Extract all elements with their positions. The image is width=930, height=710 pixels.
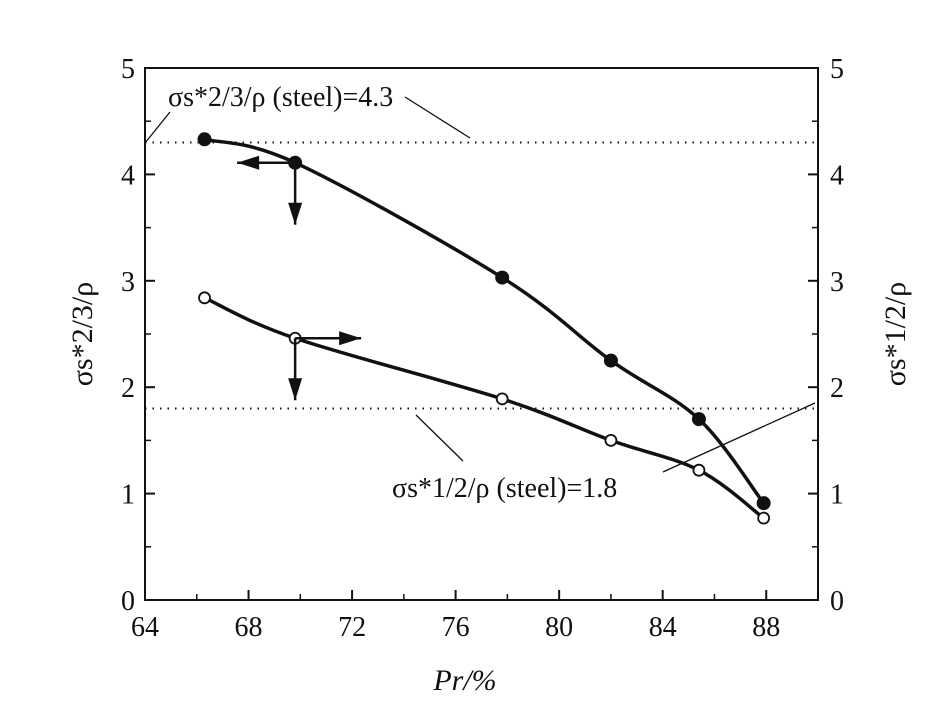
series-0-line <box>204 137 766 505</box>
right-y-tick-label: 2 <box>830 373 844 404</box>
x-tick-label: 68 <box>235 612 263 643</box>
right-y-tick-label: 5 <box>830 54 844 85</box>
plot-area: 64 68 72 76 80 84 88 0 1 2 3 4 5 0 1 2 3 4 5 <box>121 54 844 643</box>
series-1-point <box>604 433 618 447</box>
series-1-point <box>495 392 509 406</box>
x-axis-title: Pr/% <box>432 664 496 697</box>
axis-indicator-0-vertical-arrow-head <box>288 202 303 225</box>
x-tick-label: 80 <box>545 612 573 643</box>
right-y-tick-label: 1 <box>830 480 844 511</box>
plot-frame <box>144 67 819 601</box>
lower-label-leader-left <box>415 414 464 462</box>
left-y-tick-label: 2 <box>121 373 135 404</box>
left-y-tick-label: 5 <box>121 54 135 85</box>
steel-reference-label-lower: σs*1/2/ρ (steel)=1.8 <box>392 473 617 504</box>
right-y-axis-title: σs*1/2/ρ <box>879 282 912 387</box>
x-tick-label: 76 <box>442 612 470 643</box>
series-0-point <box>756 496 771 511</box>
axis-indicator-1-vertical-arrow-head <box>288 378 303 401</box>
x-tick-label: 72 <box>338 612 366 643</box>
upper-label-leader <box>404 96 471 139</box>
right-y-tick-label: 0 <box>830 586 844 617</box>
series-0-point <box>197 132 212 147</box>
axis-indicator-1-horizontal-arrow-head <box>339 331 362 346</box>
axis-indicator-0-horizontal-arrow-head <box>237 155 260 170</box>
series-1-point <box>198 291 211 305</box>
series-1-point <box>757 511 771 525</box>
x-tick-label: 88 <box>752 612 780 643</box>
chart-text: Pr/% σs*2/3/ρ σs*1/2/ρ σs*2/3/ρ (steel)=… <box>66 82 912 697</box>
series-0-point <box>495 270 510 285</box>
left-y-tick-label: 4 <box>121 160 135 191</box>
right-y-tick-label: 4 <box>830 160 844 191</box>
left-y-tick-label: 3 <box>121 267 135 298</box>
x-tick-label: 64 <box>131 612 159 643</box>
left-y-tick-label: 0 <box>121 586 135 617</box>
left-y-axis-title: σs*2/3/ρ <box>66 282 99 387</box>
series-0-point <box>603 353 618 368</box>
upper-label-tick <box>144 111 171 144</box>
steel-reference-label-upper: σs*2/3/ρ (steel)=4.3 <box>168 82 393 113</box>
series-0-point <box>691 412 706 427</box>
series-1-point <box>692 463 706 477</box>
lower-label-leader-right <box>662 402 816 473</box>
x-tick-label: 84 <box>649 612 677 643</box>
left-y-tick-label: 1 <box>121 480 135 511</box>
right-y-tick-label: 3 <box>830 267 844 298</box>
